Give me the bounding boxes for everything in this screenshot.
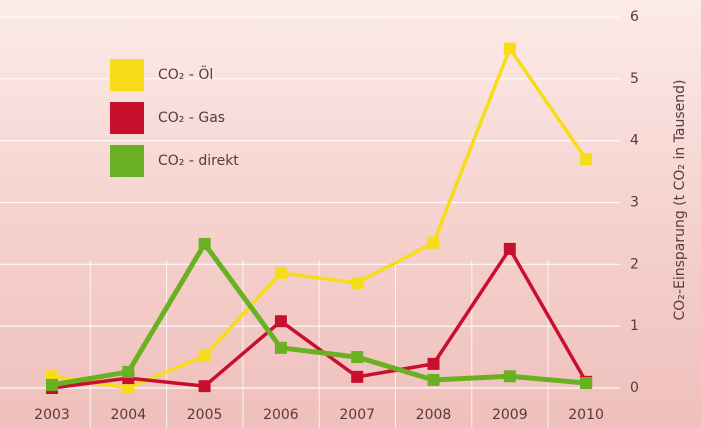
point	[199, 380, 211, 392]
y-tick-label: 4	[630, 133, 639, 149]
x-tick-label: 2005	[187, 407, 223, 423]
x-tick-label: 2008	[416, 407, 452, 423]
point	[504, 43, 516, 55]
point	[428, 358, 440, 370]
x-tick-label: 2003	[34, 407, 70, 423]
point	[46, 379, 58, 391]
legend-swatch	[110, 59, 144, 91]
point	[122, 366, 134, 378]
y-axis-label: CO₂-Einsparung (t CO₂ in Tausend)	[672, 80, 688, 321]
point	[580, 153, 592, 165]
point	[351, 371, 363, 383]
x-tick-label: 2009	[492, 407, 528, 423]
point	[351, 277, 363, 289]
y-tick-label: 0	[630, 380, 639, 396]
y-tick-label: 3	[630, 195, 639, 211]
y-tick-label: 1	[630, 318, 639, 334]
background	[0, 0, 701, 428]
point	[351, 351, 363, 363]
legend-label: CO₂ - Öl	[158, 65, 213, 83]
legend-label: CO₂ - direkt	[158, 153, 239, 169]
point	[199, 350, 211, 362]
y-tick-label: 2	[630, 256, 639, 272]
legend-swatch	[110, 102, 144, 134]
point	[428, 237, 440, 249]
legend-label: CO₂ - Gas	[158, 110, 225, 126]
y-tick-label: 6	[630, 9, 639, 25]
legend-swatch	[110, 145, 144, 177]
point	[275, 342, 287, 354]
x-tick-label: 2007	[339, 407, 375, 423]
chart: CO₂-Einsparung (t CO₂ in Tausend) 0 1 2 3 4 5…	[0, 0, 701, 428]
x-tick-label: 2004	[110, 407, 146, 423]
point	[504, 243, 516, 255]
point	[199, 238, 211, 250]
point	[275, 267, 287, 279]
x-tick-label: 2010	[568, 407, 604, 423]
y-tick-label: 5	[630, 71, 639, 87]
x-tick-label: 2006	[263, 407, 299, 423]
point	[504, 370, 516, 382]
point	[580, 377, 592, 389]
point	[428, 374, 440, 386]
point	[275, 315, 287, 327]
